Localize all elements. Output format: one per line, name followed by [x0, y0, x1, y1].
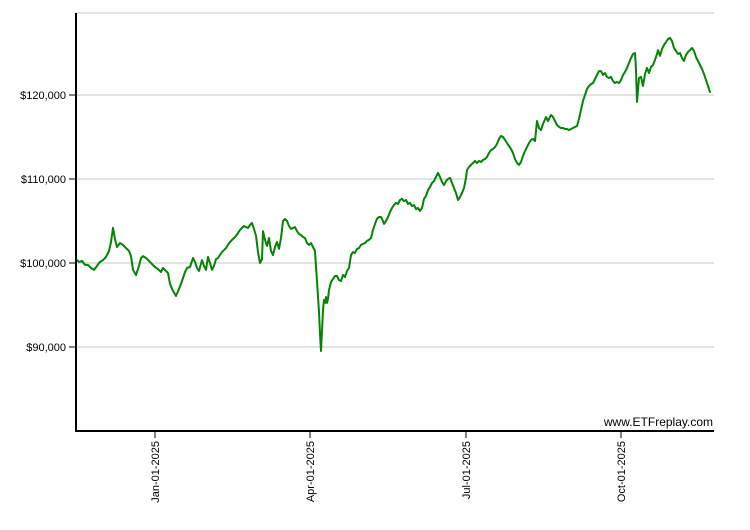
y-axis-label-90000: $90,000 [26, 342, 66, 354]
x-axis-label-oct: Oct-01-2025 [616, 441, 628, 502]
x-axis-label-jan: Jan-01-2025 [150, 441, 162, 503]
y-axis-label-120000: $120,000 [20, 90, 66, 102]
series-line [76, 36, 711, 352]
x-axis-label-apr: Apr-01-2025 [305, 441, 317, 502]
y-axis-label-110000: $110,000 [21, 174, 66, 186]
y-axis-label-100000: $100,000 [20, 258, 66, 270]
watermark-text: www.ETFreplay.com [603, 415, 713, 429]
x-axis-label-jul: Jul-01-2025 [461, 441, 473, 499]
